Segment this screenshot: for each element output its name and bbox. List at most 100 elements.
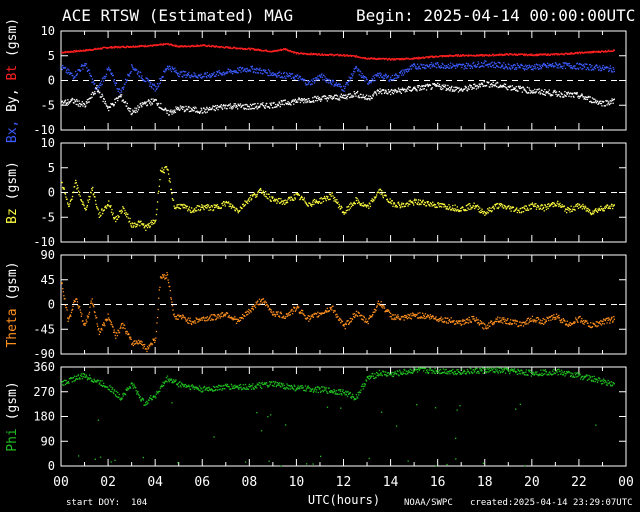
data-point — [378, 73, 380, 75]
data-point — [544, 89, 546, 91]
data-point — [71, 97, 73, 100]
data-point — [386, 77, 388, 79]
data-point — [150, 104, 152, 106]
data-point — [314, 80, 316, 82]
data-point — [286, 73, 289, 75]
data-point — [355, 66, 358, 68]
data-point — [431, 315, 433, 318]
data-point — [92, 194, 94, 196]
data-point — [425, 84, 427, 86]
data-point — [152, 338, 154, 340]
data-point — [309, 80, 311, 82]
data-point — [417, 201, 419, 203]
data-point — [450, 87, 452, 89]
data-point — [523, 65, 525, 67]
data-point — [559, 96, 562, 98]
data-point — [406, 318, 409, 320]
data-point — [284, 99, 286, 101]
data-point — [114, 217, 116, 219]
data-point — [146, 104, 149, 106]
data-point — [334, 83, 336, 86]
data-point — [490, 66, 493, 68]
data-point — [368, 207, 370, 209]
data-point — [257, 191, 259, 193]
data-point — [603, 210, 605, 212]
data-point — [405, 89, 407, 91]
data-point — [489, 65, 492, 67]
data-point — [515, 320, 517, 322]
data-point — [414, 314, 416, 316]
data-point — [260, 189, 262, 191]
data-point — [104, 205, 107, 207]
data-point — [393, 202, 395, 204]
data-point — [254, 48, 257, 50]
data-point — [243, 69, 245, 72]
data-point — [496, 85, 498, 88]
data-point — [598, 69, 600, 71]
data-point — [431, 205, 433, 207]
data-point — [401, 58, 404, 60]
data-point — [237, 67, 239, 69]
data-point — [63, 51, 66, 53]
data-point — [413, 313, 415, 315]
data-point — [76, 100, 78, 102]
data-point — [446, 207, 448, 209]
data-point — [242, 203, 244, 205]
data-point — [367, 58, 369, 60]
data-point — [286, 200, 288, 202]
data-point — [365, 206, 368, 208]
data-point — [221, 108, 224, 110]
data-point — [295, 193, 298, 195]
data-point — [212, 209, 214, 212]
data-point — [70, 51, 72, 53]
data-point — [254, 194, 256, 196]
data-point — [452, 63, 454, 65]
data-point — [338, 319, 340, 322]
data-point — [606, 104, 608, 106]
data-point — [268, 309, 270, 311]
data-point — [192, 209, 194, 211]
data-point — [363, 205, 365, 207]
data-point — [587, 96, 589, 98]
data-point — [263, 302, 266, 304]
data-point — [418, 66, 420, 68]
data-point — [481, 323, 483, 325]
data-point — [129, 110, 131, 113]
data-point — [364, 80, 366, 82]
data-point — [472, 318, 474, 320]
data-point — [467, 319, 469, 321]
data-point — [378, 91, 381, 93]
data-point — [184, 204, 186, 206]
data-point — [153, 83, 155, 85]
data-point — [181, 71, 183, 73]
data-point — [258, 190, 260, 192]
data-point — [235, 71, 238, 73]
data-point — [552, 54, 554, 56]
data-point — [443, 206, 445, 208]
data-point — [452, 90, 455, 92]
data-point — [209, 315, 211, 317]
data-point — [460, 320, 462, 322]
data-point — [455, 67, 457, 69]
data-point — [504, 64, 507, 66]
data-point — [80, 69, 82, 72]
data-point — [351, 77, 353, 79]
data-point — [401, 202, 403, 204]
data-point — [236, 105, 238, 108]
data-point — [504, 322, 507, 324]
data-point — [543, 210, 545, 212]
data-point — [74, 182, 76, 184]
data-point — [531, 203, 533, 205]
data-point — [453, 210, 456, 212]
data-point — [249, 196, 251, 199]
data-point — [116, 335, 119, 337]
data-point — [455, 323, 457, 325]
data-point — [385, 73, 387, 75]
data-point — [196, 210, 198, 212]
data-point — [197, 205, 199, 207]
data-point — [72, 51, 75, 53]
data-point — [538, 67, 540, 70]
data-point — [412, 202, 414, 204]
data-point — [377, 72, 379, 74]
data-point — [227, 105, 229, 107]
